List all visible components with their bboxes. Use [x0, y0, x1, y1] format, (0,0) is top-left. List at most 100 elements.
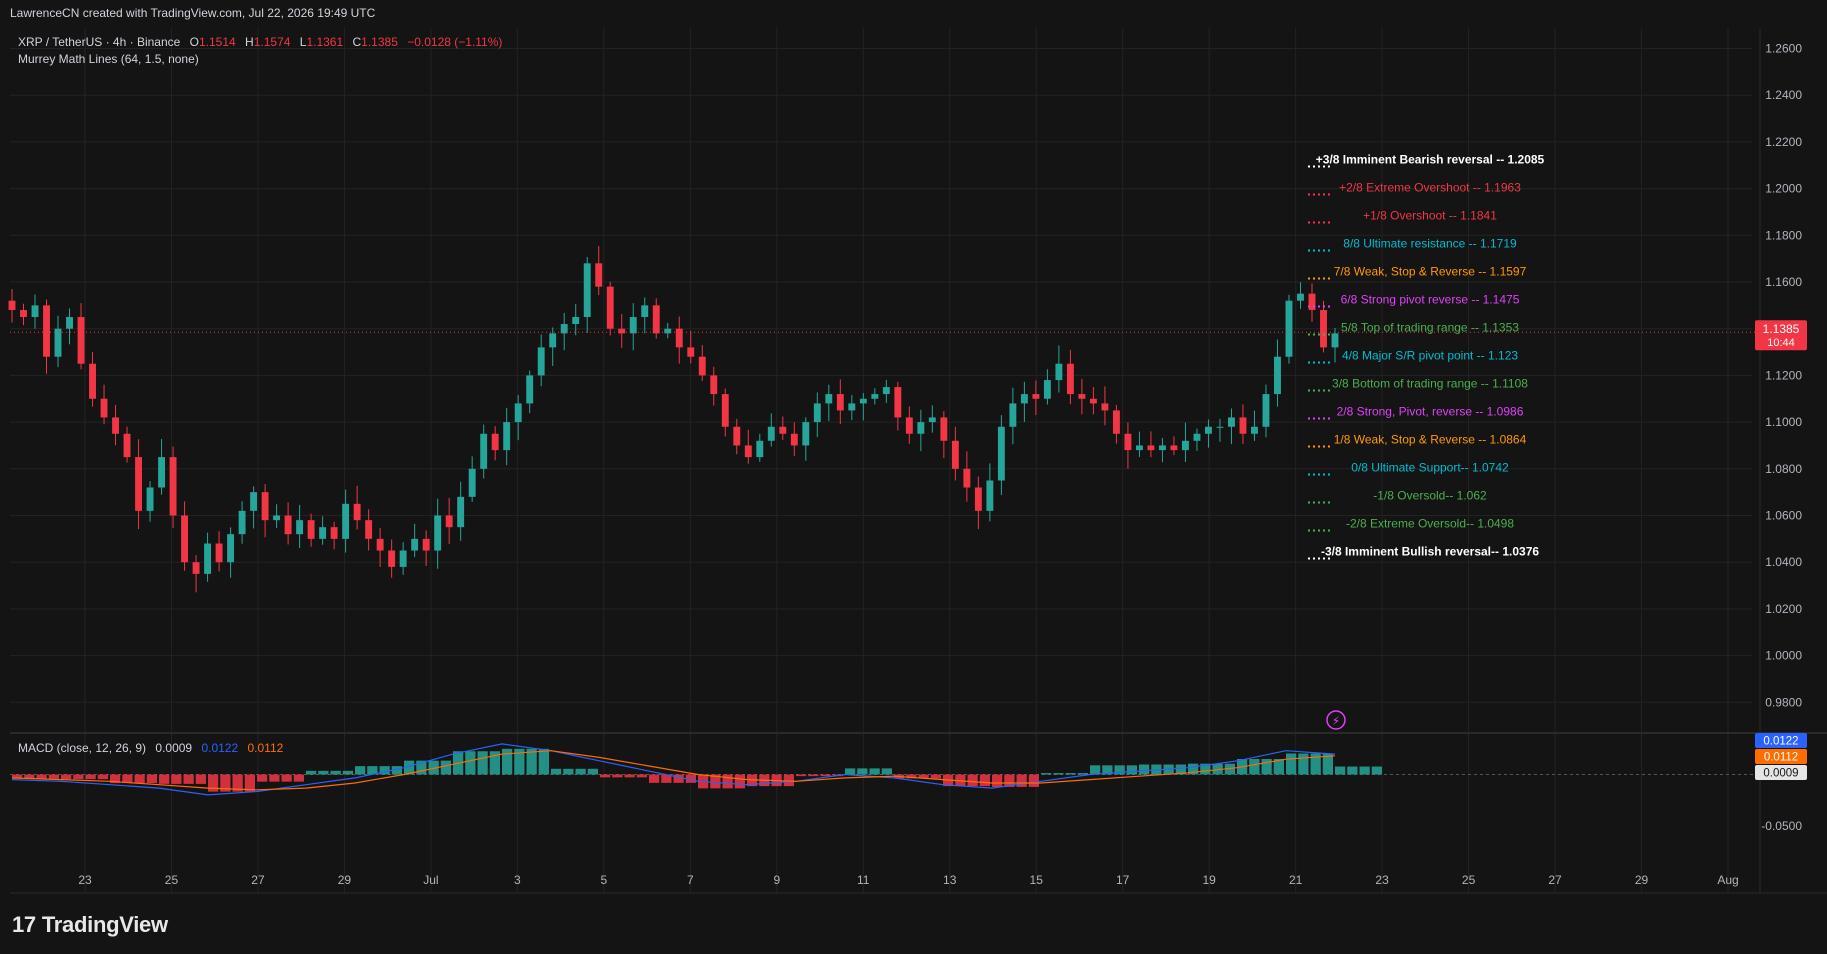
symbol-name[interactable]: XRP / TetherUS · 4h · Binance [18, 35, 181, 49]
alert-icon-glyph: ⚡ [1332, 714, 1340, 728]
macd-histogram-bar [808, 774, 819, 777]
macd-tag-box [1755, 749, 1807, 764]
signal-line [11, 750, 1336, 791]
x-tick-label: Jul [423, 873, 438, 887]
murrey-line-label: 5/8 Top of trading range -- 1.1353 [1341, 321, 1519, 335]
macd-histogram-bar [232, 774, 243, 792]
tv-logo-icon: 17 [12, 912, 36, 937]
macd-y-tick: -0.0500 [1761, 819, 1802, 833]
murrey-line-label: 4/8 Major S/R pivot point -- 1.123 [1342, 349, 1518, 363]
y-tick-label: 1.0000 [1765, 649, 1802, 663]
candle-body [1078, 394, 1086, 399]
indicator-label[interactable]: Murrey Math Lines (64, 1.5, none) [18, 52, 199, 66]
candle-body [629, 317, 637, 334]
macd-histogram-bar [489, 751, 500, 775]
x-tick-label: 9 [773, 873, 780, 887]
macd-histogram-bar [587, 768, 598, 775]
y-tick-label: 1.2400 [1765, 88, 1802, 102]
y-tick-label: 1.0600 [1765, 509, 1802, 523]
macd-histogram-bar [624, 774, 635, 778]
candle-body [399, 550, 407, 567]
macd-histogram-bar [502, 748, 513, 775]
macd-histogram-bar [318, 770, 329, 775]
macd-histogram-bar [636, 774, 647, 778]
candle-body [1112, 410, 1120, 434]
candle-body [1181, 440, 1189, 451]
macd-histogram-bar [1286, 753, 1297, 775]
x-tick-label: 23 [1375, 873, 1389, 887]
plot-area [10, 28, 1752, 892]
candle-body [1308, 293, 1316, 311]
macd-histogram-bar [1359, 766, 1370, 775]
macd-histogram-bar [526, 748, 537, 775]
tradingview-logo[interactable]: 17 TradingView [12, 912, 168, 938]
macd-histogram-bar [1200, 763, 1211, 775]
high-label: H [245, 35, 254, 49]
y-tick-label: 0.9800 [1765, 695, 1802, 709]
candle-body [618, 328, 626, 334]
candle-body [31, 305, 39, 318]
symbol-header: XRP / TetherUS · 4h · Binance O1.1514 H1… [18, 34, 502, 68]
candle-body [365, 520, 373, 539]
candle-body [1320, 310, 1327, 348]
candle-body [192, 562, 200, 574]
candle-body [871, 394, 879, 399]
candle-body [537, 347, 545, 376]
macd-histogram-bar [710, 774, 721, 789]
candle-body [526, 375, 534, 404]
macd-histogram-bar [61, 774, 72, 780]
candle-body [572, 317, 580, 325]
macd-histogram-bar [73, 774, 84, 780]
macd-histogram-bar [1175, 764, 1186, 775]
candle-body [1020, 394, 1028, 404]
macd-histogram-bar [967, 774, 978, 787]
x-tick-label: 17 [1116, 873, 1130, 887]
candle-body [353, 503, 361, 521]
close-label: C [352, 35, 362, 49]
candle-body [20, 310, 27, 318]
x-tick-label: 3 [514, 873, 521, 887]
candle-body [250, 492, 258, 511]
macd-histogram-bar [12, 774, 23, 779]
macd-histogram-bar [1261, 758, 1272, 775]
candle-body [319, 527, 327, 539]
macd-histogram-bar [208, 774, 219, 792]
candle-body [974, 487, 982, 511]
candle-body [1009, 403, 1017, 427]
macd-histogram-bar [673, 774, 684, 783]
candle-body [376, 538, 384, 551]
macd-histogram-bar [1114, 765, 1125, 775]
candle-body [514, 403, 522, 423]
candle-body [675, 328, 683, 348]
x-tick-label: 13 [943, 873, 957, 887]
macd-histogram-bar [159, 774, 170, 784]
x-tick-label: 5 [600, 873, 607, 887]
macd-tag-value: 0.0122 [1763, 736, 1798, 748]
x-tick-label: 19 [1202, 873, 1216, 887]
macd-histogram-bar [514, 748, 525, 775]
macd-tag-value: 0.0009 [1763, 768, 1798, 780]
candle-body [54, 328, 62, 357]
macd-header: MACD (close, 12, 26, 9) 0.0009 0.0122 0.… [18, 741, 283, 755]
murrey-line-label: 6/8 Strong pivot reverse -- 1.1475 [1341, 293, 1520, 307]
candle-body [434, 515, 442, 551]
macd-histogram-bar [1273, 758, 1284, 775]
macd-histogram-bar [783, 774, 794, 787]
price-tag-value: 1.1385 [1763, 322, 1800, 336]
candle-body [215, 543, 223, 563]
murrey-line-label: -1/8 Oversold-- 1.062 [1373, 489, 1487, 503]
macd-histogram-bar [220, 774, 231, 792]
macd-histogram-bar [857, 768, 868, 775]
x-tick-label: 21 [1289, 873, 1303, 887]
macd-histogram-bar [685, 774, 696, 783]
macd-label[interactable]: MACD (close, 12, 26, 9) [18, 741, 147, 755]
candle-body [8, 300, 16, 311]
candle-body [43, 305, 50, 357]
candle-body [641, 305, 649, 318]
macd-histogram-bar [992, 774, 1003, 787]
macd-histogram-bar [36, 774, 47, 779]
x-tick-label: 11 [857, 873, 870, 887]
candle-body [296, 520, 304, 535]
candle-body [928, 417, 936, 423]
